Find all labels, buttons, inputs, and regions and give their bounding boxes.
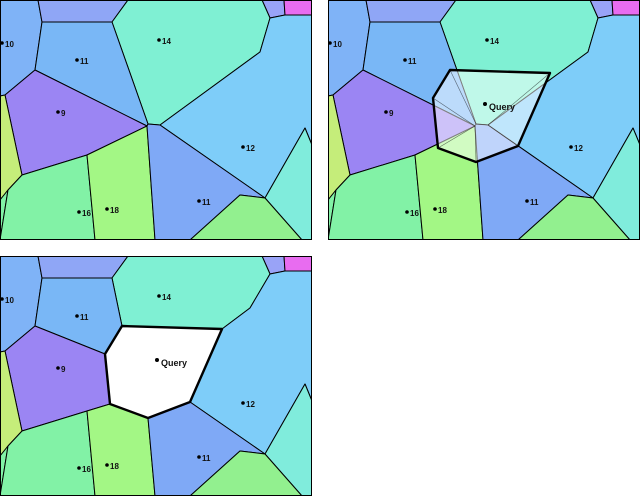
query-cell-outline	[431, 68, 552, 164]
label-11b: 11	[202, 198, 211, 207]
site-9	[56, 366, 60, 370]
old-edges-inside	[432, 69, 551, 163]
site-11b	[197, 199, 201, 203]
label-14: 14	[162, 293, 171, 302]
label-10: 10	[333, 40, 342, 49]
site-14	[157, 38, 161, 42]
label-16: 16	[410, 209, 419, 218]
site-9	[56, 110, 60, 114]
cell-bottom-green	[189, 194, 303, 240]
voronoi-panel-after: 10 11 14 9 12 16 18 11 Query	[0, 256, 312, 496]
cell-right-edge	[592, 127, 640, 240]
label-query: Query	[161, 358, 187, 368]
voronoi-panel-during: 10 11 14 9 12 16 18 11 Query	[328, 0, 640, 240]
label-11: 11	[408, 57, 417, 66]
cell-right-edge	[264, 127, 312, 240]
label-12: 12	[574, 144, 583, 153]
site-10	[0, 297, 4, 301]
site-18	[105, 207, 109, 211]
site-11b	[525, 199, 529, 203]
label-query: Query	[489, 102, 515, 112]
label-9: 9	[61, 109, 66, 118]
site-14	[157, 294, 161, 298]
cell-right-edge	[264, 383, 312, 496]
cell-magenta	[283, 256, 312, 272]
site-points	[328, 38, 573, 214]
site-10	[0, 41, 4, 45]
cell-18	[86, 125, 156, 240]
site-11	[75, 58, 79, 62]
site-10	[328, 41, 332, 45]
label-10: 10	[5, 40, 14, 49]
site-11b	[197, 455, 201, 459]
site-points	[0, 38, 245, 214]
label-16: 16	[82, 209, 91, 218]
label-18: 18	[110, 206, 119, 215]
label-9: 9	[389, 109, 394, 118]
site-16	[77, 466, 81, 470]
site-12	[241, 145, 245, 149]
label-16: 16	[82, 465, 91, 474]
site-9	[384, 110, 388, 114]
label-11b: 11	[530, 198, 539, 207]
cell-magenta	[611, 0, 640, 16]
query-cell	[103, 324, 224, 420]
panel-frame	[0, 0, 312, 240]
label-14: 14	[162, 37, 171, 46]
site-query	[155, 358, 159, 362]
site-11	[403, 58, 407, 62]
label-9: 9	[61, 365, 66, 374]
site-18	[105, 463, 109, 467]
label-14: 14	[490, 37, 499, 46]
cell-bottom-green	[517, 194, 631, 240]
cell-bottom-green	[189, 450, 303, 496]
site-query	[483, 102, 487, 106]
cell-magenta	[283, 0, 312, 16]
site-12	[569, 145, 573, 149]
label-11: 11	[80, 57, 89, 66]
voronoi-panel-before: 10 11 14 9 12 16 18 11	[0, 0, 312, 240]
site-16	[77, 210, 81, 214]
label-12: 12	[246, 144, 255, 153]
site-16	[405, 210, 409, 214]
site-18	[433, 207, 437, 211]
label-11b: 11	[202, 454, 211, 463]
site-14	[485, 38, 489, 42]
label-18: 18	[110, 462, 119, 471]
label-11: 11	[80, 313, 89, 322]
site-11	[75, 314, 79, 318]
site-12	[241, 401, 245, 405]
label-10: 10	[5, 296, 14, 305]
label-12: 12	[246, 400, 255, 409]
label-18: 18	[438, 206, 447, 215]
site-points	[0, 294, 245, 470]
